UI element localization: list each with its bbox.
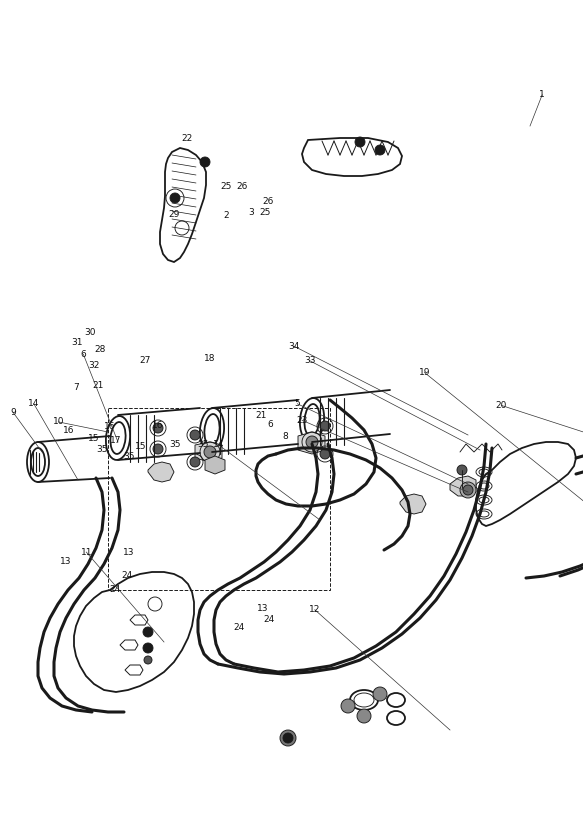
Text: 30: 30: [85, 328, 96, 336]
Circle shape: [280, 730, 296, 746]
Circle shape: [357, 709, 371, 723]
Text: 19: 19: [419, 368, 430, 377]
Circle shape: [170, 193, 180, 203]
Circle shape: [320, 449, 330, 459]
Text: 7: 7: [73, 383, 79, 391]
Text: 23: 23: [296, 416, 308, 424]
Text: 3: 3: [248, 208, 254, 217]
Text: 29: 29: [168, 210, 180, 218]
Polygon shape: [205, 456, 225, 474]
Text: 25: 25: [259, 208, 271, 217]
Circle shape: [144, 656, 152, 664]
Text: 35: 35: [197, 441, 209, 449]
Text: 24: 24: [264, 616, 275, 624]
Text: 14: 14: [213, 441, 224, 449]
Text: 25: 25: [220, 182, 232, 190]
Text: 16: 16: [104, 423, 115, 431]
Text: 15: 15: [135, 442, 147, 451]
Text: 11: 11: [80, 548, 92, 556]
Text: 26: 26: [262, 197, 274, 205]
Text: 17: 17: [110, 436, 121, 444]
Text: 20: 20: [496, 401, 507, 410]
Text: 2: 2: [223, 212, 229, 220]
Text: 18: 18: [204, 354, 216, 363]
Circle shape: [460, 482, 476, 498]
Polygon shape: [148, 462, 174, 482]
Text: 21: 21: [255, 411, 267, 419]
Text: 13: 13: [257, 604, 268, 612]
Text: 6: 6: [267, 420, 273, 428]
Text: 22: 22: [181, 134, 192, 143]
Text: 16: 16: [152, 421, 163, 429]
Text: 35: 35: [169, 441, 181, 449]
Circle shape: [153, 444, 163, 454]
Text: 6: 6: [80, 350, 86, 358]
Circle shape: [320, 421, 330, 431]
Circle shape: [204, 446, 216, 458]
Text: 32: 32: [89, 362, 100, 370]
Circle shape: [200, 157, 210, 167]
Text: 27: 27: [139, 357, 150, 365]
Text: 16: 16: [63, 426, 75, 434]
Text: 14: 14: [28, 400, 40, 408]
Text: 15: 15: [87, 434, 99, 442]
Text: 35: 35: [124, 452, 135, 461]
Circle shape: [190, 430, 200, 440]
Circle shape: [306, 436, 318, 448]
Circle shape: [373, 687, 387, 701]
Text: 1: 1: [539, 91, 545, 99]
Text: 13: 13: [60, 558, 72, 566]
Text: 26: 26: [236, 182, 248, 190]
Circle shape: [463, 485, 473, 495]
Circle shape: [457, 465, 467, 475]
Polygon shape: [195, 442, 222, 462]
Text: 24: 24: [110, 585, 121, 593]
Circle shape: [143, 627, 153, 637]
Polygon shape: [298, 432, 325, 454]
Text: 28: 28: [94, 345, 106, 353]
Text: 21: 21: [92, 382, 104, 390]
Text: 5: 5: [294, 400, 300, 408]
Circle shape: [143, 643, 153, 653]
Text: 13: 13: [122, 548, 134, 556]
Polygon shape: [450, 476, 476, 496]
Circle shape: [375, 145, 385, 155]
Circle shape: [355, 137, 365, 147]
Circle shape: [153, 423, 163, 433]
Text: 31: 31: [71, 339, 83, 347]
Text: 34: 34: [288, 342, 300, 350]
Text: 33: 33: [304, 357, 316, 365]
Text: 8: 8: [283, 433, 289, 441]
Text: 12: 12: [309, 606, 321, 614]
Text: 10: 10: [52, 418, 64, 426]
Text: 9: 9: [10, 408, 16, 416]
Circle shape: [341, 699, 355, 713]
Circle shape: [190, 457, 200, 467]
Text: 24: 24: [121, 571, 133, 579]
Circle shape: [283, 733, 293, 743]
Text: 35: 35: [96, 446, 108, 454]
Text: 24: 24: [233, 624, 245, 632]
Polygon shape: [400, 494, 426, 514]
